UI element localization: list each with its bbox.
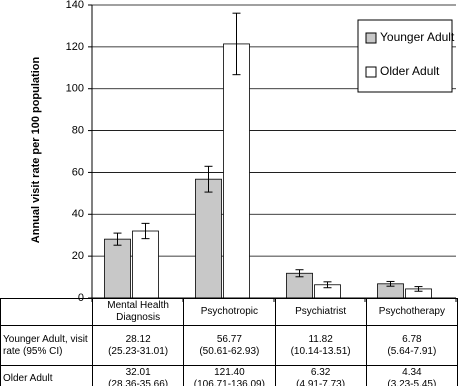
bar xyxy=(132,230,159,299)
ci-label: (25.23-31.01) xyxy=(108,345,169,357)
ci-label: (106.71-136.09) xyxy=(193,379,265,386)
legend-label: Younger Adult xyxy=(380,30,455,44)
table-corner xyxy=(0,298,93,326)
y-tick-label: 120 xyxy=(66,41,84,53)
y-tick-label: 0 xyxy=(78,292,84,304)
ci-label: (5.64-7.91) xyxy=(387,345,437,357)
table-cell: 11.82 (10.14-13.51) xyxy=(274,325,367,366)
value-label: 4.34 xyxy=(402,367,422,378)
y-tick-label: 20 xyxy=(72,250,84,262)
value-label: 121.40 xyxy=(214,367,245,378)
table-row: Mental Health Diagnosis Psychotropic Psych… xyxy=(0,298,458,326)
bar xyxy=(286,272,313,299)
value-label: 6.32 xyxy=(310,367,331,378)
y-tick-label: 80 xyxy=(72,124,84,136)
ci-label: (3.23-5.45) xyxy=(387,379,437,386)
bar xyxy=(104,238,131,299)
ci-label: (10.14-13.51) xyxy=(290,345,351,357)
table-row: Younger Adult, visit rate (95% CI) 28.12(… xyxy=(0,325,458,366)
value-label: 11.82 xyxy=(308,333,333,345)
value-label: 6.78 xyxy=(402,333,422,345)
data-table: Mental Health Diagnosis Psychotropic Psych… xyxy=(0,298,458,386)
category-label: Psychotropic xyxy=(183,298,276,326)
category-label: Psychiatrist xyxy=(274,298,367,326)
legend-swatch xyxy=(365,66,377,78)
table-cell: 56.77 (50.61-62.93) xyxy=(183,325,276,366)
table-cell: 6.32 (4.91-7.73) xyxy=(274,365,367,386)
ci-label: (4.91-7.73) xyxy=(296,379,346,386)
table-cell: 28.12 (25.23-31.01) xyxy=(91,325,185,366)
value-label: 56.77 xyxy=(216,333,242,345)
y-axis-label: Annual visit rate per 100 population xyxy=(30,57,42,244)
table-cell: 4.34 (3.23-5.45) xyxy=(365,365,458,386)
y-tick-label: 100 xyxy=(66,83,84,95)
table-cell: 32.01 (28.36-35.66) xyxy=(91,365,185,386)
legend-swatch xyxy=(365,32,377,44)
bar xyxy=(223,43,250,299)
ci-label: (28.36-35.66) xyxy=(108,379,169,386)
table-cell: 6.78 (5.64-7.91) xyxy=(365,325,458,366)
bar xyxy=(195,178,222,299)
category-label: Mental Health Diagnosis xyxy=(91,298,185,326)
table-cell: 121.40 (106.71-136.09) xyxy=(183,365,276,386)
category-label: Psychotherapy xyxy=(365,298,458,326)
ci-label: (50.61-62.93) xyxy=(199,345,260,357)
y-tick-label: 60 xyxy=(72,166,84,178)
y-tick-label: 140 xyxy=(66,0,84,11)
table-row: Older Adult 32.01 (28.36-35.66) 121.40 (106.… xyxy=(0,365,458,386)
value-label: 32.01 xyxy=(125,367,151,378)
value-label: 28.12 xyxy=(125,333,151,345)
row-label: Younger Adult, visit rate (95% CI) xyxy=(0,325,93,366)
legend-label: Older Adult xyxy=(380,64,440,78)
legend-box xyxy=(357,19,453,93)
row-label: Older Adult xyxy=(0,365,93,386)
y-tick-label: 40 xyxy=(72,208,84,220)
